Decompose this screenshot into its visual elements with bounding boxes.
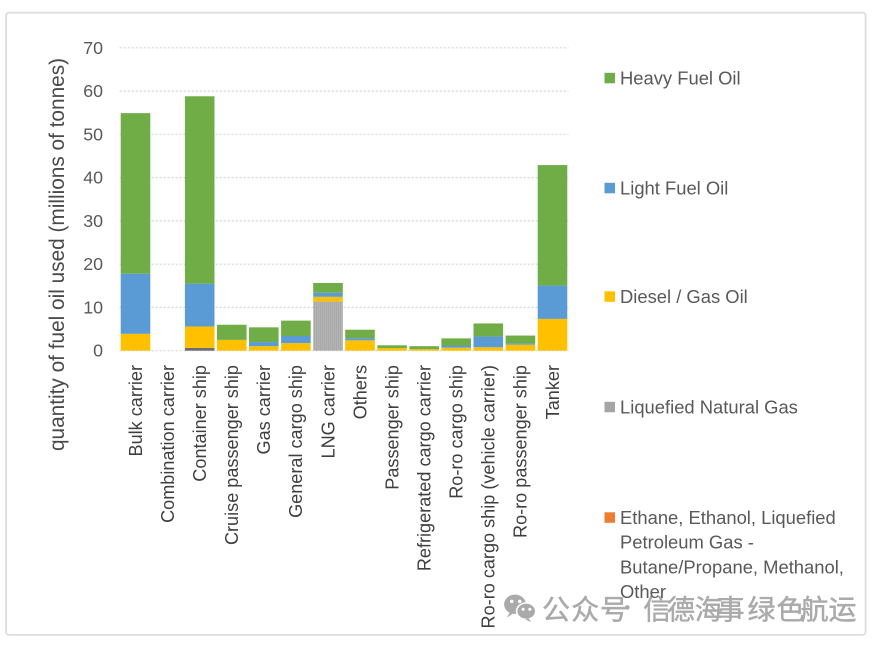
- svg-text:Diesel / Gas Oil: Diesel / Gas Oil: [620, 286, 748, 307]
- svg-text:Liquefied Natural Gas: Liquefied Natural Gas: [620, 396, 798, 417]
- svg-text:Refrigerated cargo carrier: Refrigerated cargo carrier: [415, 365, 435, 571]
- svg-text:60: 60: [83, 81, 103, 101]
- svg-text:Passenger ship: Passenger ship: [382, 365, 402, 490]
- svg-text:Other: Other: [620, 581, 666, 602]
- svg-text:Light Fuel Oil: Light Fuel Oil: [620, 177, 728, 198]
- svg-text:Ro-ro cargo ship (vehicle carr: Ro-ro cargo ship (vehicle carrier): [479, 365, 499, 628]
- svg-text:40: 40: [83, 168, 103, 188]
- svg-text:Cruise passenger ship: Cruise passenger ship: [222, 365, 242, 545]
- svg-text:Heavy Fuel Oil: Heavy Fuel Oil: [620, 67, 741, 88]
- svg-text:Butane/Propane, Methanol,: Butane/Propane, Methanol,: [620, 556, 844, 577]
- svg-text:70: 70: [83, 38, 103, 58]
- svg-text:quantity of fuel oil used (mil: quantity of fuel oil used (millions of t…: [46, 58, 69, 451]
- svg-text:Combination carrier: Combination carrier: [158, 365, 178, 523]
- svg-text:0: 0: [93, 341, 103, 361]
- svg-text:Container ship: Container ship: [190, 365, 210, 482]
- svg-text:General cargo ship: General cargo ship: [286, 365, 306, 518]
- svg-text:Bulk carrier: Bulk carrier: [126, 365, 146, 457]
- svg-text:20: 20: [83, 254, 103, 274]
- svg-text:LNG carrier: LNG carrier: [318, 365, 338, 459]
- svg-text:50: 50: [83, 124, 103, 144]
- svg-text:Others: Others: [350, 365, 370, 419]
- svg-text:Petroleum Gas -: Petroleum Gas -: [620, 532, 754, 553]
- svg-text:30: 30: [83, 211, 103, 231]
- svg-text:Gas carrier: Gas carrier: [254, 365, 274, 454]
- svg-text:Ethane, Ethanol, Liquefied: Ethane, Ethanol, Liquefied: [620, 507, 836, 528]
- svg-text:Tanker: Tanker: [543, 365, 563, 419]
- svg-text:Ro-ro passenger ship: Ro-ro passenger ship: [511, 365, 531, 538]
- svg-text:Ro-ro cargo ship: Ro-ro cargo ship: [447, 365, 467, 499]
- svg-text:10: 10: [83, 297, 103, 317]
